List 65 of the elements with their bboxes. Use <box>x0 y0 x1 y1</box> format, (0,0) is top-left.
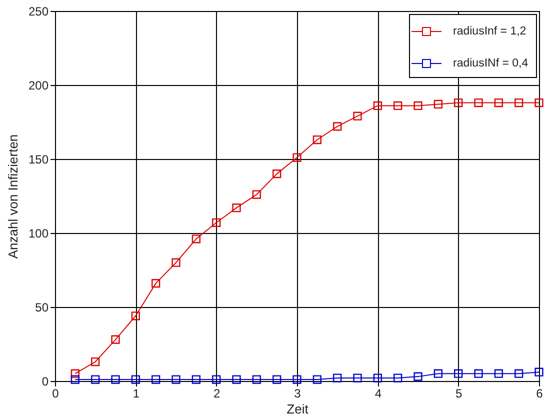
point <box>232 375 241 384</box>
point <box>152 375 160 384</box>
point <box>414 372 422 381</box>
point <box>272 169 282 178</box>
x-tick-label: 6 <box>536 386 544 400</box>
point <box>434 369 442 378</box>
point <box>172 258 180 267</box>
point <box>192 375 200 384</box>
y-tick-label: 100 <box>28 226 49 240</box>
point <box>131 312 140 320</box>
point <box>252 190 261 199</box>
point <box>394 101 402 110</box>
point <box>70 369 80 378</box>
point <box>232 204 241 212</box>
y-tick-label: 50 <box>35 300 49 314</box>
point <box>333 122 342 131</box>
point <box>192 234 200 244</box>
point <box>312 135 322 144</box>
point <box>373 101 382 110</box>
x-tick-label: 4 <box>374 386 382 400</box>
point <box>434 100 442 109</box>
point <box>353 112 362 120</box>
point <box>414 101 422 110</box>
x-tick-label: 2 <box>213 386 220 400</box>
point <box>212 375 221 384</box>
x-tick-label: 1 <box>132 386 140 400</box>
point <box>152 279 160 288</box>
y-axis-title: Anzahl von Infizierten <box>5 134 20 259</box>
legend-label: radiusINf = 0,4 <box>453 58 529 70</box>
y-tick-label: 150 <box>28 152 49 166</box>
y-tick-label: 250 <box>28 4 49 18</box>
point <box>373 374 382 382</box>
point <box>534 98 544 108</box>
point <box>111 375 120 384</box>
point <box>172 375 180 384</box>
point <box>514 98 524 108</box>
point <box>312 375 322 384</box>
point <box>454 369 463 378</box>
point <box>111 335 120 344</box>
point <box>333 374 342 382</box>
point <box>474 98 483 108</box>
point <box>252 375 261 384</box>
point <box>292 153 302 162</box>
point <box>353 374 362 382</box>
point <box>494 98 503 108</box>
point <box>494 369 503 378</box>
x-axis-title: Zeit <box>286 402 309 416</box>
point <box>454 98 463 108</box>
point <box>534 368 544 376</box>
x-tick-label: 0 <box>52 386 60 400</box>
point <box>131 375 140 384</box>
point <box>91 357 100 366</box>
point <box>394 374 402 382</box>
y-tick-label: 0 <box>42 374 49 388</box>
legend-label: radiusInf = 1,2 <box>453 26 526 38</box>
point <box>514 369 524 378</box>
point <box>272 375 282 384</box>
point <box>474 369 483 378</box>
point <box>91 375 100 384</box>
x-tick-label: 3 <box>294 386 302 400</box>
x-tick-label: 5 <box>455 386 462 400</box>
y-tick-label: 200 <box>28 78 49 92</box>
point <box>212 218 221 227</box>
point <box>292 375 302 384</box>
point <box>70 375 80 384</box>
